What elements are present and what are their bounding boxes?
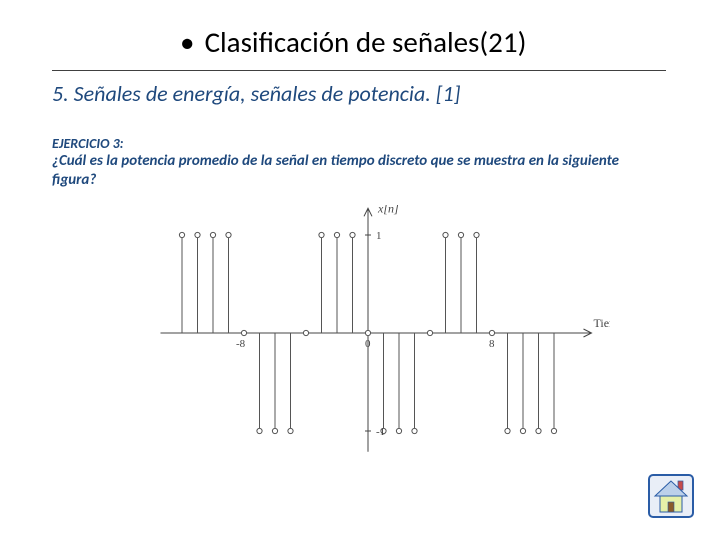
subtitle: 5. Señales de energía, señales de potenc… (52, 80, 666, 107)
exercise-question: ¿Cuál es la potencia promedio de la seña… (52, 152, 660, 190)
svg-text:-1: -1 (376, 426, 385, 438)
svg-text:Tiempo n: Tiempo n (594, 316, 611, 330)
slide-title: • Clasificación de señales(21) (180, 24, 690, 60)
svg-text:8: 8 (489, 338, 495, 350)
svg-text:0: 0 (365, 338, 371, 350)
home-button[interactable] (648, 474, 694, 518)
svg-text:-8: -8 (236, 338, 246, 350)
title-bullet: • (180, 24, 198, 60)
title-text: Clasificación de señales(21) (205, 24, 527, 60)
svg-text:x[n]: x[n] (377, 205, 399, 215)
slide: • Clasificación de señales(21) 5. Señale… (0, 0, 720, 540)
divider-line (52, 70, 666, 71)
exercise-label: EJERCICIO 3: (52, 135, 666, 152)
signal-stem-plot: x[n] Tiempo n -8 0 8 1 -1 (140, 205, 610, 465)
home-icon (648, 474, 694, 518)
svg-text:1: 1 (376, 230, 382, 242)
